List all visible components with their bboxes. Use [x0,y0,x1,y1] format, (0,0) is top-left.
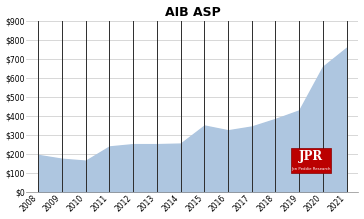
FancyBboxPatch shape [291,148,331,173]
Title: AIB ASP: AIB ASP [165,5,220,19]
Text: Jon Peddie Research: Jon Peddie Research [291,167,331,171]
Text: JPR: JPR [299,150,323,163]
